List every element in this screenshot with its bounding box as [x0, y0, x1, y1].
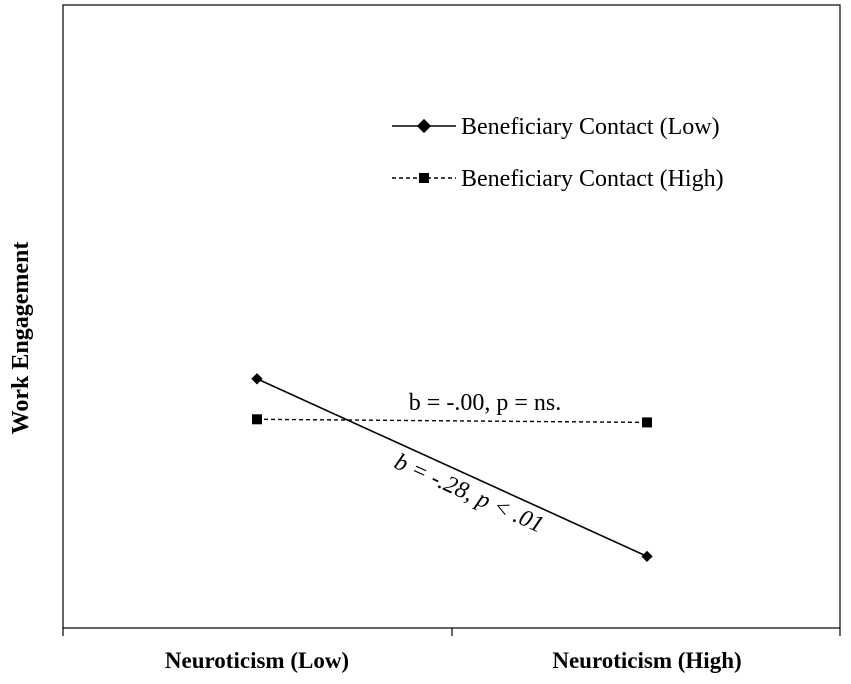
legend-marker-square	[419, 173, 429, 183]
series-line-beneficiary-contact-high	[256, 418, 648, 424]
data-point-beneficiary-contact-low-high	[641, 550, 653, 563]
data-point-beneficiary-contact-low-low	[251, 373, 263, 385]
series-line-beneficiary-contact-low	[256, 378, 648, 558]
legend: Beneficiary Contact (Low) Beneficiary Co…	[392, 114, 724, 192]
x-tick-label-low: Neuroticism (Low)	[165, 648, 349, 673]
plot-area-frame	[62, 4, 841, 629]
x-tick-label-high: Neuroticism (High)	[552, 648, 741, 673]
series-layer	[251, 373, 653, 563]
annotation-low-contact-slope: b = -.28, p < .01	[390, 449, 547, 538]
data-point-beneficiary-contact-high-low	[252, 414, 262, 425]
annotation-high-contact-slope: b = -.00, p = ns.	[409, 390, 561, 416]
data-point-beneficiary-contact-high-high	[642, 417, 652, 428]
y-axis-label: Work Engagement	[8, 242, 34, 435]
legend-label-low-contact: Beneficiary Contact (Low)	[461, 114, 720, 140]
legend-marker-diamond	[416, 118, 432, 134]
legend-label-high-contact: Beneficiary Contact (High)	[461, 166, 724, 192]
